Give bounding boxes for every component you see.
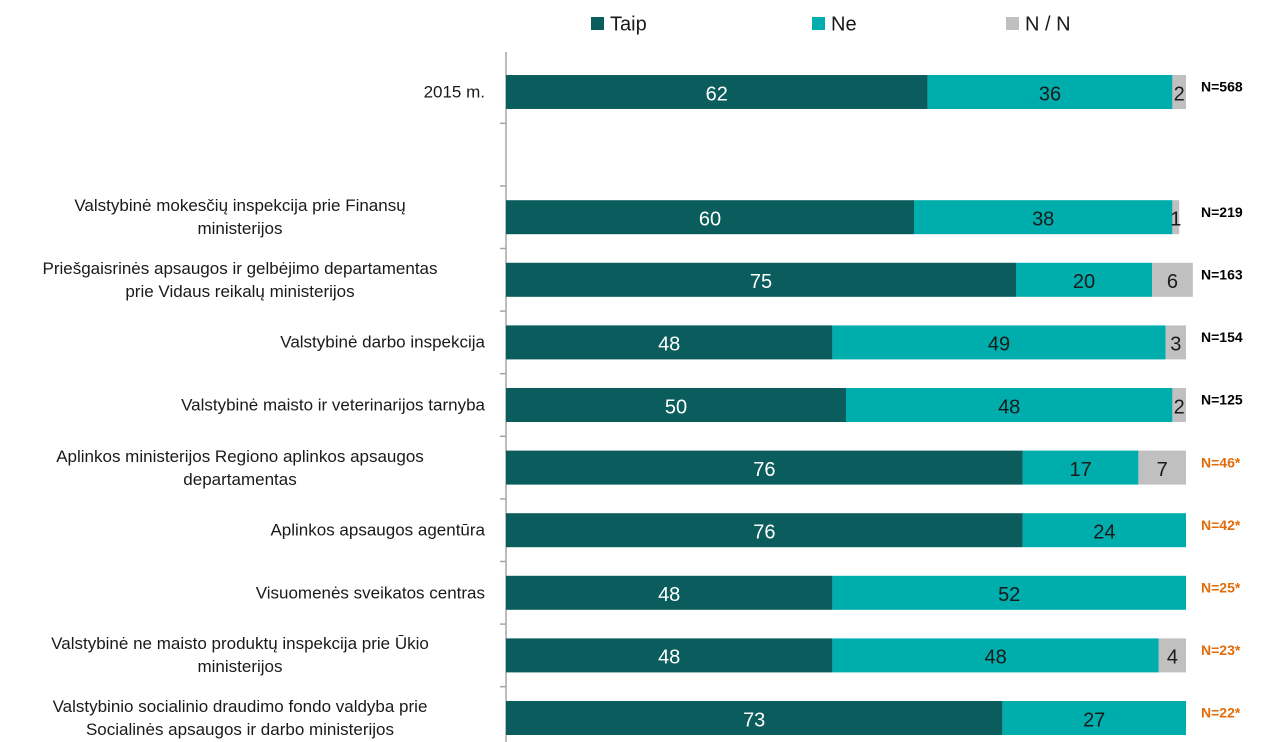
n-label: N=25* (1201, 580, 1241, 596)
bar-segment (832, 575, 1186, 610)
category-label: Valstybinio socialinio draudimo fondo va… (52, 697, 428, 739)
legend-swatch (1006, 17, 1019, 30)
bar-segment (832, 325, 1166, 360)
bar-segment (1016, 262, 1152, 297)
value-label: 36 (1039, 83, 1061, 105)
n-label: N=46* (1201, 454, 1241, 470)
value-label: 27 (1083, 709, 1105, 731)
bar-segment (506, 200, 914, 235)
bar-segment (846, 388, 1173, 422)
value-label: 48 (984, 647, 1006, 669)
bar-segment (1022, 450, 1139, 485)
value-label: 24 (1093, 521, 1115, 543)
value-label: 48 (658, 584, 680, 606)
bar-segment (506, 75, 928, 109)
value-label: 2 (1174, 83, 1185, 105)
bar-segment (506, 388, 846, 422)
category-label: Valstybinė ne maisto produktų inspekcija… (51, 634, 429, 677)
bar-segment (506, 325, 833, 360)
value-label: 49 (988, 334, 1010, 356)
value-label: 7 (1157, 459, 1168, 481)
bar-segment (1172, 75, 1186, 109)
value-label: 52 (998, 584, 1020, 606)
value-label: 4 (1167, 647, 1178, 669)
category-label: 2015 m. (423, 82, 485, 102)
n-label: N=163 (1201, 267, 1243, 283)
value-label: 75 (750, 271, 772, 293)
bar-segment (1152, 262, 1193, 297)
value-label: 2 (1174, 396, 1185, 418)
legend-swatch (591, 17, 604, 30)
value-label: 76 (753, 521, 775, 543)
bar-segment (506, 450, 1023, 485)
bar-segment (506, 638, 833, 673)
value-label: 6 (1167, 271, 1178, 293)
bar-segment (927, 75, 1173, 109)
n-label: N=42* (1201, 517, 1241, 533)
bar-segment (1138, 450, 1186, 485)
category-label: Valstybinė darbo inspekcija (280, 332, 485, 352)
n-label: N=125 (1201, 392, 1243, 408)
bar-segment (1165, 325, 1186, 360)
n-label: N=219 (1201, 204, 1243, 220)
value-label: 73 (743, 709, 765, 731)
bar-segment (1172, 200, 1180, 235)
value-label: 1 (1170, 208, 1181, 230)
value-label: 60 (699, 208, 721, 230)
category-label: Priešgaisrinės apsaugos ir gelbėjimo dep… (42, 258, 438, 301)
value-label: 20 (1073, 271, 1095, 293)
bar-segment (506, 701, 1003, 735)
bar-segment (506, 262, 1016, 297)
value-label: 62 (706, 83, 728, 105)
value-label: 17 (1069, 459, 1091, 481)
bar-segment (832, 638, 1159, 673)
value-label: 38 (1032, 208, 1054, 230)
category-label: Visuomenės sveikatos centras (255, 583, 485, 603)
category-label: Aplinkos ministerijos Regiono aplinkos a… (56, 446, 424, 489)
n-label: N=154 (1201, 329, 1243, 345)
bar-segment (1172, 388, 1186, 422)
legend-label: Ne (831, 13, 857, 35)
n-label: N=22* (1201, 705, 1241, 721)
bar-segment (1158, 638, 1186, 673)
bar-segment (506, 575, 833, 610)
bar-segment (506, 513, 1023, 548)
value-label: 48 (658, 647, 680, 669)
value-label: 3 (1170, 334, 1181, 356)
value-label: 48 (998, 396, 1020, 418)
category-label: Aplinkos apsaugos agentūra (270, 520, 485, 540)
bar-segment (1022, 513, 1186, 548)
category-label: Valstybinė mokesčių inspekcija prie Fina… (74, 196, 406, 239)
n-label: N=23* (1201, 642, 1241, 658)
value-label: 76 (753, 459, 775, 481)
value-label: 48 (658, 334, 680, 356)
legend-label: N / N (1025, 13, 1071, 35)
bar-segment (914, 200, 1173, 235)
legend-label: Taip (610, 13, 647, 35)
n-label: N=568 (1201, 79, 1243, 95)
legend-swatch (812, 17, 825, 30)
bar-segment (1002, 701, 1186, 735)
category-label: Valstybinė maisto ir veterinarijos tarny… (181, 395, 485, 415)
value-label: 50 (665, 396, 687, 418)
